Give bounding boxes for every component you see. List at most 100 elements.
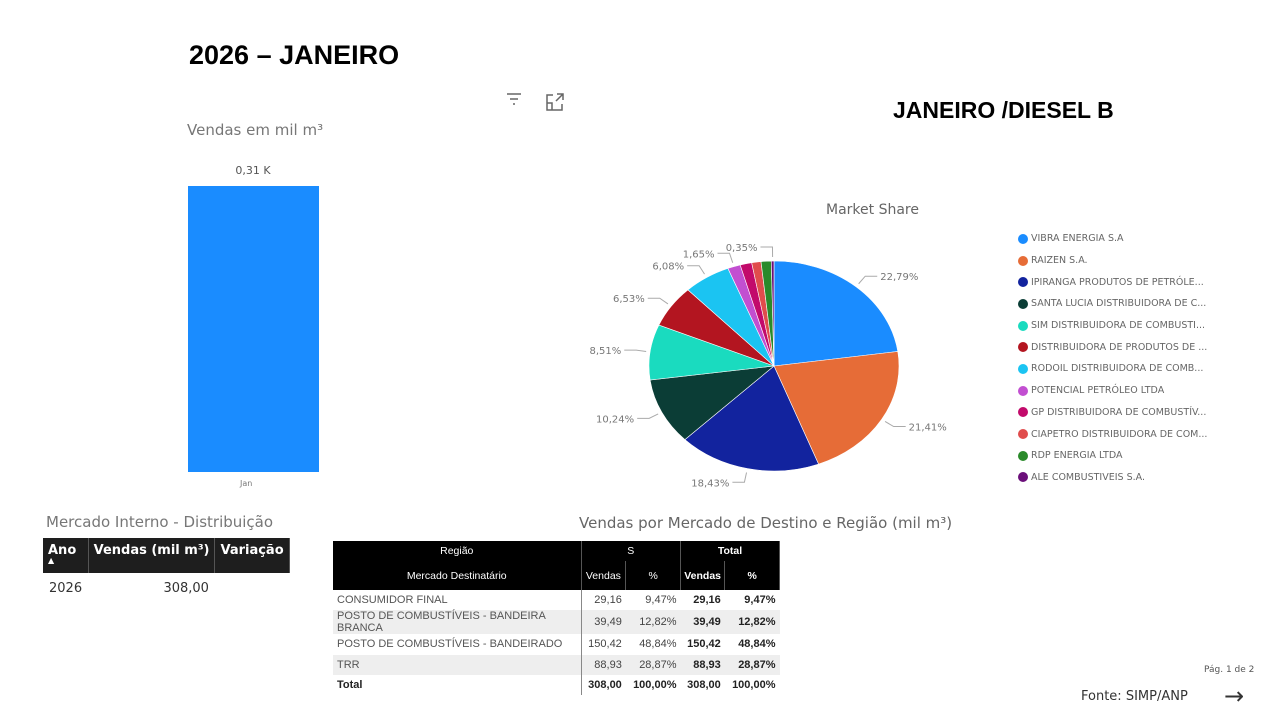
table-cell: 9,47%	[744, 594, 776, 607]
pie-slice[interactable]	[773, 260, 899, 367]
legend-item[interactable]: DISTRIBUIDORA DE PRODUTOS DE ...	[1018, 336, 1207, 358]
leader-line	[760, 246, 774, 258]
table-cell: 39,49	[581, 610, 626, 635]
legend-item[interactable]: SIM DISTRIBUIDORA DE COMBUSTI...	[1018, 315, 1207, 337]
leader-line	[624, 349, 647, 352]
legend-item[interactable]: GP DISTRIBUIDORA DE COMBUSTÍV...	[1018, 402, 1207, 424]
page-indicator: Pág. 1 de 2	[1204, 665, 1255, 675]
legend-marker	[1018, 277, 1028, 288]
table-cell: 29,16	[693, 594, 721, 607]
legend-label: SANTA LUCIA DISTRIBUIDORA DE C...	[1031, 298, 1207, 310]
cell-ano: 2026	[49, 581, 83, 596]
table-cell: POSTO DE COMBUSTÍVEIS - BANDEIRADO	[333, 634, 582, 655]
table-cell: 88,93	[680, 654, 725, 675]
table-row: POSTO DE COMBUSTÍVEIS - BANDEIRADO 150,42…	[333, 634, 780, 655]
filter-icon[interactable]	[505, 90, 523, 113]
legend-label: IPIRANGA PRODUTOS DE PETRÓLE...	[1031, 276, 1204, 288]
table-cell: 28,87%	[724, 654, 780, 675]
legend-label: POTENCIAL PETRÓLEO LTDA	[1031, 385, 1165, 397]
table-cell: 12,82%	[724, 610, 780, 635]
leader-line	[858, 275, 878, 285]
leader-line	[884, 421, 906, 428]
table-cell: 150,42	[588, 638, 622, 651]
legend-item[interactable]: CIAPETRO DISTRIBUIDORA DE COM...	[1018, 423, 1207, 445]
legend-item[interactable]: RODOIL DISTRIBUIDORA DE COMB...	[1018, 358, 1207, 380]
legend-item[interactable]: RAIZEN S.A.	[1018, 250, 1207, 272]
slice-data-label: 22,79%	[880, 272, 918, 283]
legend-label: RODOIL DISTRIBUIDORA DE COMB...	[1031, 363, 1204, 375]
header-mercado[interactable]: Mercado Destinatário	[333, 561, 582, 590]
table-cell: CONSUMIDOR FINAL	[333, 590, 582, 611]
slice-data-label: 18,43%	[691, 478, 729, 489]
table-cell: 29,16	[594, 594, 622, 607]
leader-line	[637, 413, 659, 419]
legend-item[interactable]: POTENCIAL PETRÓLEO LTDA	[1018, 380, 1207, 402]
section-title: JANEIRO /DIESEL B	[893, 97, 1114, 123]
legend-label: RAIZEN S.A.	[1031, 255, 1088, 267]
pie-slice[interactable]	[770, 260, 775, 367]
header-total[interactable]: Total	[680, 541, 780, 561]
total-row: Total 308,00 100,00% 308,00 100,00%	[333, 674, 780, 696]
legend-marker	[1018, 342, 1028, 353]
table-cell: POSTO DE COMBUSTÍVEIS - BANDEIRA BRANCA	[333, 610, 582, 635]
legend-item[interactable]: ALE COMBUSTIVEIS S.A.	[1018, 467, 1207, 489]
header-total-pct[interactable]: %	[724, 561, 780, 590]
slice-data-label: 8,51%	[589, 346, 621, 357]
table-cell: 9,47%	[645, 594, 677, 607]
legend-label: SIM DISTRIBUIDORA DE COMBUSTI...	[1031, 320, 1206, 332]
legend-item[interactable]: SANTA LUCIA DISTRIBUIDORA DE C...	[1018, 293, 1207, 315]
page-title: 2026 – JANEIRO	[189, 40, 400, 70]
legend-label: RDP ENERGIA LTDA	[1031, 450, 1123, 462]
leader-line	[687, 265, 705, 275]
pie-slice[interactable]	[684, 365, 819, 472]
leader-line	[732, 472, 748, 483]
column-header-vendas[interactable]: Vendas (mil m³)	[88, 538, 216, 573]
table-cell: 28,87%	[625, 654, 681, 675]
table-cell: 308,00	[687, 679, 721, 692]
header-pct[interactable]: %	[625, 561, 681, 590]
mercado-interno-title: Mercado Interno - Distribuição	[46, 513, 274, 531]
legend-marker	[1018, 233, 1028, 244]
legend-label: ALE COMBUSTIVEIS S.A.	[1031, 471, 1145, 483]
legend-marker	[1018, 450, 1028, 461]
column-header-variacao[interactable]: Variação	[214, 538, 290, 573]
column-header-ano[interactable]: Ano ▲	[43, 538, 89, 573]
table-cell: 39,49	[680, 610, 725, 635]
slice-data-label: 6,53%	[613, 294, 645, 305]
focus-mode-icon[interactable]	[545, 92, 565, 117]
source-note: Fonte: SIMP/ANP	[1081, 689, 1188, 704]
table-cell: TRR	[333, 654, 582, 675]
arrow-right-icon[interactable]: →	[1224, 682, 1245, 710]
pie-slice[interactable]	[649, 365, 775, 441]
slice-data-label: 10,24%	[596, 414, 634, 425]
legend-marker	[1018, 298, 1028, 309]
cell-variacao	[215, 573, 289, 604]
bar-chart-title: Vendas em mil m³	[187, 121, 324, 139]
cell-vendas: 308,00	[163, 581, 209, 596]
leader-line	[717, 252, 734, 263]
legend-item[interactable]: RDP ENERGIA LTDA	[1018, 445, 1207, 467]
header-vendas[interactable]: Vendas	[581, 561, 627, 590]
table-row: TRR 88,93 28,87% 88,93 28,87%	[333, 654, 780, 675]
header-s[interactable]: S	[581, 541, 681, 561]
slice-data-label: 6,08%	[652, 262, 684, 273]
legend-label: GP DISTRIBUIDORA DE COMBUSTÍV...	[1031, 406, 1207, 418]
pie-slice[interactable]	[773, 351, 900, 465]
vendas-destino-title: Vendas por Mercado de Destino e Região (…	[579, 514, 953, 532]
legend-item[interactable]: VIBRA ENERGIA S.A	[1018, 228, 1207, 250]
bar-jan[interactable]	[188, 186, 319, 472]
legend-marker	[1018, 320, 1028, 331]
pie-chart-title: Market Share	[826, 202, 919, 218]
header-regiao[interactable]: Região	[333, 541, 582, 561]
legend-label: VIBRA ENERGIA S.A	[1031, 233, 1124, 245]
legend-marker	[1018, 429, 1028, 440]
x-axis-label: Jan	[240, 479, 253, 488]
table-cell: 88,93	[581, 654, 626, 675]
legend-marker	[1018, 363, 1028, 374]
header-total-vendas[interactable]: Vendas	[680, 561, 726, 590]
legend-marker	[1018, 385, 1028, 396]
slice-data-label: 1,65%	[683, 249, 715, 260]
table-cell: 100,00%	[633, 679, 677, 692]
market-share-pie: 22,79% 21,41% 18,43% 10,24% 8,51% 6,53% 6,08% 1…	[589, 243, 946, 489]
legend-item[interactable]: IPIRANGA PRODUTOS DE PETRÓLE...	[1018, 271, 1207, 293]
